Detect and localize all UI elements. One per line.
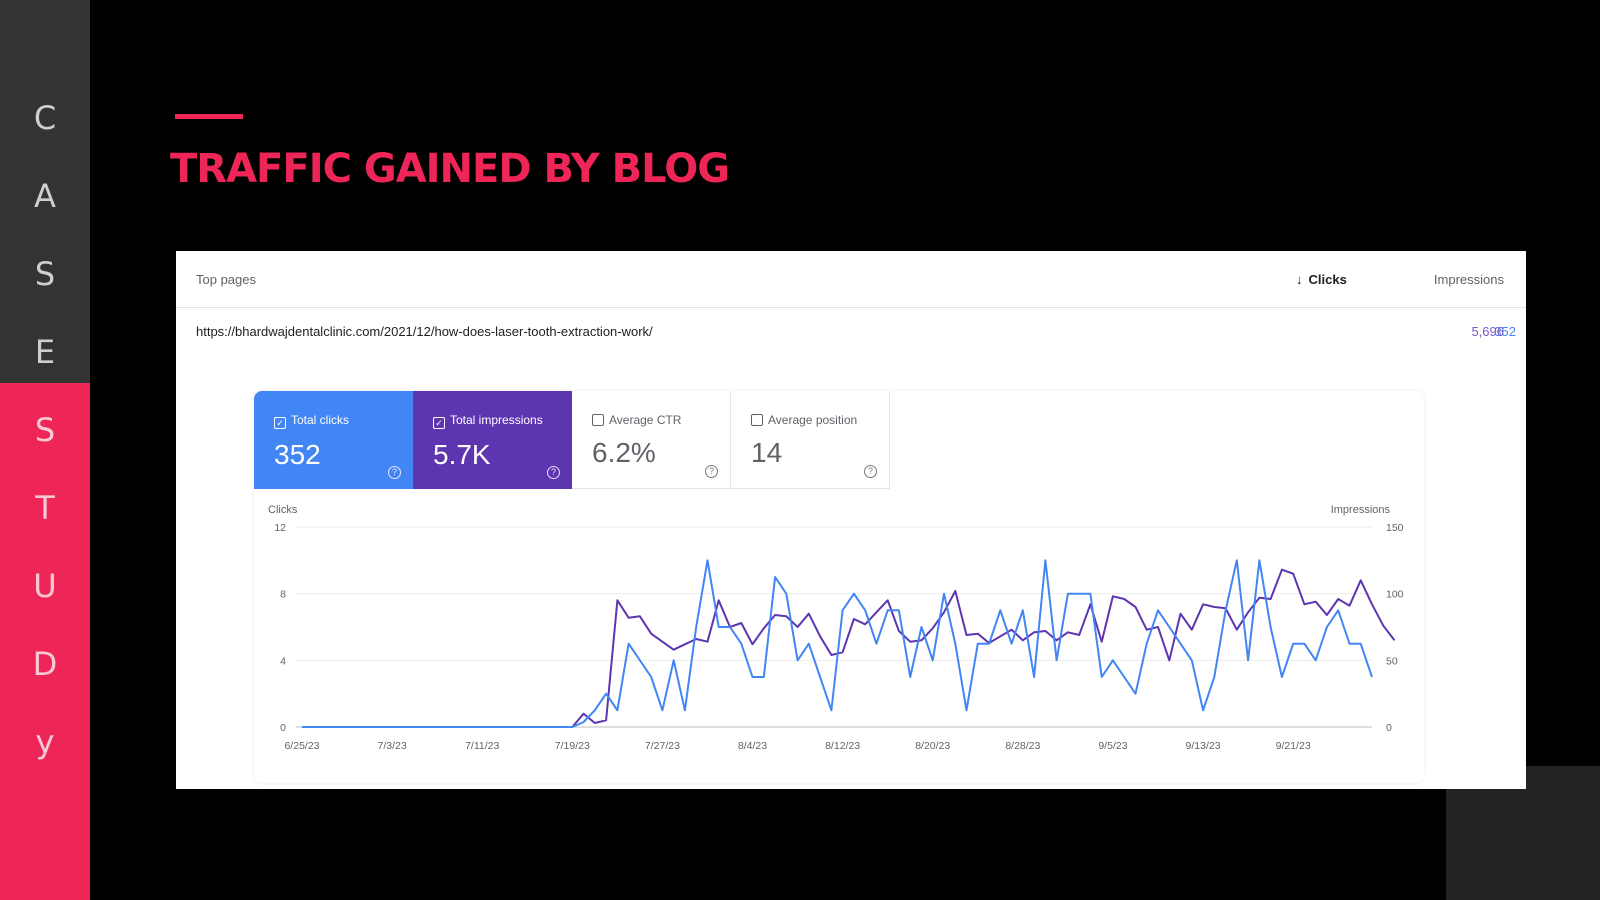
top-pages-label: Top pages [196, 272, 256, 287]
metric-card-average-ctr[interactable]: Average CTR 6.2% ? [572, 391, 731, 489]
metric-label: Average CTR [609, 413, 682, 427]
metric-value: 6.2% [592, 437, 656, 468]
help-icon[interactable]: ? [864, 465, 877, 478]
case-study-sidebar: C A S E S T U D y [0, 0, 90, 900]
right-tick-label: 150 [1386, 522, 1404, 534]
x-tick-label: 8/4/23 [738, 740, 767, 752]
sidebar-letter: y [35, 723, 55, 761]
left-tick-label: 8 [280, 589, 286, 601]
right-axis-label: Impressions [1331, 504, 1391, 516]
metric-label-row: Average position [751, 413, 889, 427]
left-tick-label: 12 [274, 522, 286, 534]
metric-value: 352 [274, 439, 321, 470]
sidebar-letter: E [34, 333, 56, 371]
x-tick-label: 6/25/23 [284, 740, 319, 752]
x-tick-label: 7/19/23 [555, 740, 590, 752]
sidebar-red-block [0, 383, 90, 900]
page-title: TRAFFIC GAINED BY BLOG [170, 146, 730, 192]
clicks-impressions-line-chart: Clicks Impressions 0 4 8 12 0 50 100 150 6/25/23 7/… [268, 504, 1404, 752]
left-tick-label: 4 [280, 655, 286, 667]
right-tick-label: 0 [1386, 722, 1392, 734]
sidebar-letter: T [35, 489, 55, 527]
sidebar-letter: A [34, 177, 56, 215]
sidebar-gray-block [0, 0, 90, 383]
x-tick-label: 7/3/23 [378, 740, 407, 752]
help-icon[interactable]: ? [388, 466, 401, 479]
x-tick-label: 9/5/23 [1098, 740, 1127, 752]
page-url-link[interactable]: https://bhardwajdentalclinic.com/2021/12… [196, 324, 653, 339]
metric-label: Average position [768, 413, 858, 427]
x-tick-label: 7/27/23 [645, 740, 680, 752]
x-tick-label: 9/21/23 [1276, 740, 1311, 752]
x-tick-label: 8/12/23 [825, 740, 860, 752]
performance-dashboard: ✓ Total clicks 352 ? ✓ Total impressions 5… [254, 391, 1424, 783]
metric-label: Total clicks [291, 413, 350, 427]
sidebar-letter: D [32, 645, 58, 683]
right-tick-label: 100 [1386, 589, 1404, 601]
title-accent-bar [175, 114, 243, 119]
right-tick-label: 50 [1386, 655, 1398, 667]
metric-value: 14 [751, 437, 783, 468]
clicks-column-header[interactable]: ↓ Clicks [1296, 272, 1526, 287]
x-tick-label: 8/28/23 [1005, 740, 1040, 752]
clicks-series-line [302, 559, 1373, 728]
checkbox-checked-icon[interactable]: ✓ [433, 417, 445, 429]
metric-card-average-position[interactable]: Average position 14 ? [731, 391, 890, 489]
row-impressions-value: 5,696 [1471, 324, 1504, 339]
clicks-column-label: Clicks [1308, 272, 1347, 287]
metric-label-row: ✓ Total clicks [274, 413, 413, 429]
impressions-column-header[interactable]: Impressions [1433, 272, 1504, 287]
row-clicks-value: 352 [1494, 324, 1516, 339]
sidebar-letter: U [33, 567, 57, 605]
search-console-panel: Top pages ↓ Clicks Impressions https://bh… [176, 251, 1526, 789]
table-header: Top pages ↓ Clicks Impressions [176, 251, 1526, 308]
checkbox-unchecked-icon[interactable] [751, 414, 763, 426]
metric-label-row: ✓ Total impressions [433, 413, 572, 429]
metric-label: Total impressions [450, 413, 543, 427]
help-icon[interactable]: ? [547, 466, 560, 479]
x-tick-label: 8/20/23 [915, 740, 950, 752]
sidebar-letter: C [33, 99, 57, 137]
checkbox-unchecked-icon[interactable] [592, 414, 604, 426]
help-icon[interactable]: ? [705, 465, 718, 478]
x-tick-label: 9/13/23 [1186, 740, 1221, 752]
metric-card-total-clicks[interactable]: ✓ Total clicks 352 ? [254, 391, 413, 489]
left-tick-label: 0 [280, 722, 286, 734]
arrow-down-icon: ↓ [1296, 272, 1303, 287]
left-axis-label: Clicks [268, 504, 298, 516]
checkbox-checked-icon[interactable]: ✓ [274, 417, 286, 429]
sidebar-letter: S [34, 255, 56, 293]
metric-card-total-impressions[interactable]: ✓ Total impressions 5.7K ? [413, 391, 572, 489]
metric-value: 5.7K [433, 439, 491, 470]
x-tick-label: 7/11/23 [465, 740, 499, 752]
sidebar-letter: S [34, 411, 56, 449]
metric-label-row: Average CTR [592, 413, 730, 427]
